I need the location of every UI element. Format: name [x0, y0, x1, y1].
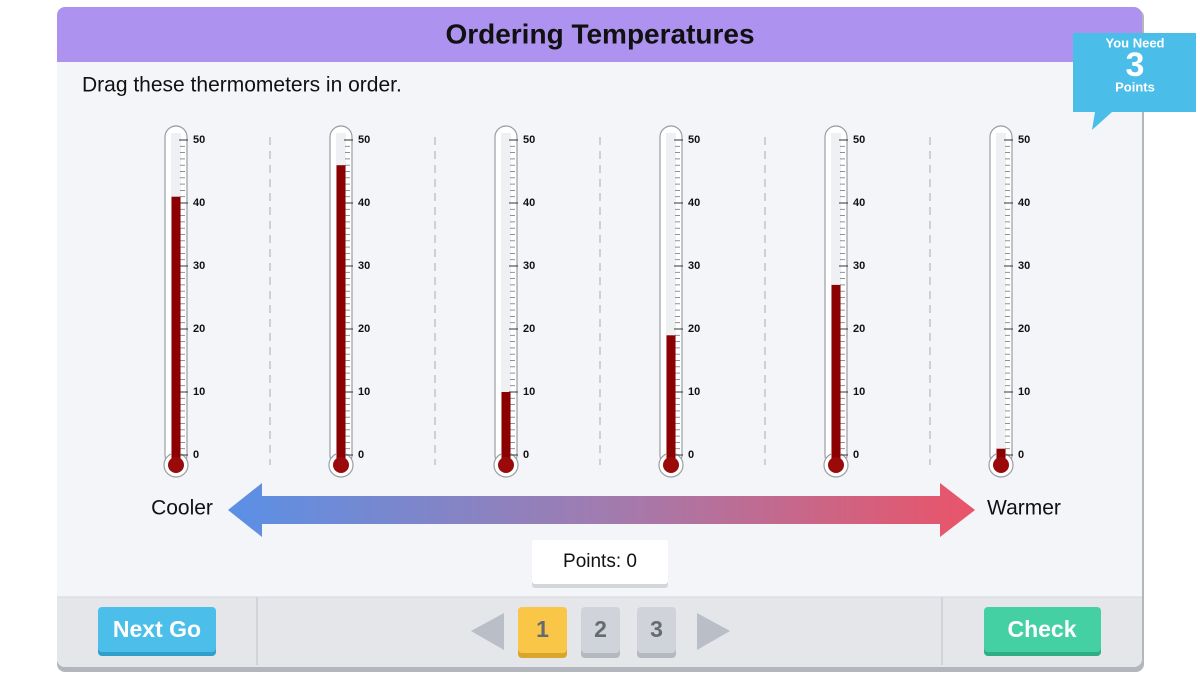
thermometer[interactable]: 0 10 20 30 40 50: [163, 125, 205, 478]
points-label: Points: 0: [563, 551, 637, 572]
tick-label: 10: [1018, 386, 1030, 398]
page-button[interactable]: 2: [581, 607, 620, 658]
page-face: [581, 607, 620, 653]
bulb: [993, 457, 1009, 473]
badge: [1073, 33, 1196, 130]
page-buttons: 1 2 3: [518, 607, 676, 658]
tick-label: 50: [853, 134, 865, 146]
tick-label: 0: [688, 449, 694, 461]
thermometer[interactable]: 0 10 20 30 40 50: [823, 125, 865, 478]
bulb: [168, 457, 184, 473]
thermometer[interactable]: 0 10 20 30 40 50: [328, 125, 370, 478]
tick-label: 50: [688, 134, 700, 146]
tick-label: 20: [193, 323, 205, 335]
check-button[interactable]: Check: [984, 607, 1101, 656]
next-button-label: Next Go: [113, 616, 201, 642]
mercury: [666, 335, 676, 463]
tick-label: 30: [193, 260, 205, 272]
tick-label: 0: [1018, 449, 1024, 461]
tube-inner: [996, 133, 1006, 463]
page-button[interactable]: 3: [637, 607, 676, 658]
page-label: 2: [594, 616, 607, 642]
tick-label: 0: [523, 449, 529, 461]
tick-label: 0: [358, 449, 364, 461]
header-bar: [57, 7, 1142, 62]
tick-label: 0: [193, 449, 199, 461]
badge-top: You Need: [1106, 35, 1165, 50]
cooler-label: Cooler: [151, 497, 213, 520]
instruction: Drag these thermometers in order.: [82, 74, 402, 97]
mercury: [501, 392, 511, 463]
badge-bottom: Points: [1115, 79, 1155, 94]
tick-label: 20: [358, 323, 370, 335]
tube-inner: [501, 133, 511, 463]
thermometer[interactable]: 0 10 20 30 40 50: [493, 125, 535, 478]
tube-inner: [666, 133, 676, 463]
tick-label: 30: [1018, 260, 1030, 272]
temperature-arrow: [228, 483, 975, 537]
tick-label: 20: [523, 323, 535, 335]
tick-label: 30: [358, 260, 370, 272]
tick-label: 10: [523, 386, 535, 398]
tick-label: 50: [1018, 134, 1030, 146]
tick-label: 30: [688, 260, 700, 272]
bulb: [333, 457, 349, 473]
tick-label: 40: [358, 197, 370, 209]
page-label: 3: [650, 616, 663, 642]
tick-label: 20: [853, 323, 865, 335]
mercury: [831, 284, 841, 463]
bulb: [663, 457, 679, 473]
page-face: [518, 607, 567, 653]
tick-label: 50: [358, 134, 370, 146]
check-button-label: Check: [1007, 616, 1076, 642]
page-face: [637, 607, 676, 653]
tick-label: 0: [853, 449, 859, 461]
tick-label: 10: [358, 386, 370, 398]
points-box: [532, 540, 668, 584]
tick-label: 30: [853, 260, 865, 272]
bulb: [498, 457, 514, 473]
next-button-face: [98, 607, 216, 652]
tick-label: 40: [1018, 197, 1030, 209]
tick-label: 50: [523, 134, 535, 146]
tick-label: 40: [193, 197, 205, 209]
tick-label: 50: [193, 134, 205, 146]
tick-label: 10: [688, 386, 700, 398]
next-button[interactable]: Next Go: [98, 607, 216, 656]
thermometer[interactable]: 0 10 20 30 40 50: [988, 125, 1030, 478]
page-label: 1: [536, 616, 549, 642]
thermometers: 0 10 20 30 40 50 0 10 20 30 40 50 0 10 20 30 40 50 0 10 20 30…: [163, 125, 1030, 478]
tick-label: 40: [853, 197, 865, 209]
check-button-face: [984, 607, 1101, 652]
tick-label: 40: [688, 197, 700, 209]
prev-page-arrow[interactable]: [471, 613, 504, 650]
tick-label: 30: [523, 260, 535, 272]
tick-label: 20: [688, 323, 700, 335]
tick-label: 20: [1018, 323, 1030, 335]
tick-label: 10: [853, 386, 865, 398]
tick-label: 10: [193, 386, 205, 398]
mercury: [996, 448, 1006, 463]
badge-number: 3: [1126, 46, 1145, 84]
bulb: [828, 457, 844, 473]
warmer-label: Warmer: [987, 497, 1061, 520]
tick-label: 40: [523, 197, 535, 209]
mercury: [336, 165, 346, 463]
page-button[interactable]: 1: [518, 607, 567, 658]
mercury: [171, 196, 181, 463]
title: Ordering Temperatures: [445, 18, 754, 49]
next-page-arrow[interactable]: [697, 613, 730, 650]
thermometer[interactable]: 0 10 20 30 40 50: [658, 125, 700, 478]
